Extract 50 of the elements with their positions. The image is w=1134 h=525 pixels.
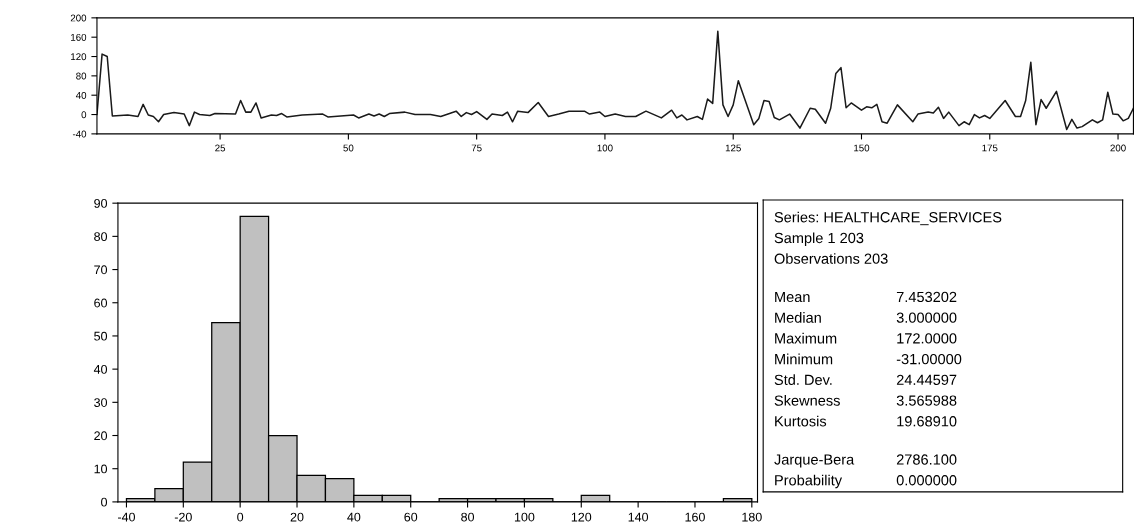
x-tick-label: 200: [1110, 144, 1126, 152]
x-tick-label: 125: [725, 144, 741, 152]
y-tick-label: 0: [81, 111, 87, 119]
y-tick-label: 10: [94, 464, 108, 474]
x-tick-label: 0: [237, 512, 244, 522]
x-tick-label: 25: [215, 144, 226, 152]
line-series: [96, 30, 1134, 131]
text: Maximum 172.0000: [775, 332, 957, 344]
text: Mean 7.453202: [775, 291, 957, 303]
text: Std. Dev. 24.44597: [774, 374, 957, 385]
x-tick-label: 60: [404, 512, 418, 522]
y-tick-label: 0: [101, 497, 108, 507]
text: Sample 1 203: [774, 232, 864, 247]
x-tick-label: 175: [982, 144, 998, 152]
y-tick-label: 80: [94, 232, 108, 242]
x-tick-label: 75: [471, 144, 482, 152]
x-tick-label: 120: [571, 512, 592, 522]
text: Jarque-Bera 2786.100: [774, 454, 957, 468]
x-tick-label: 20: [290, 512, 304, 522]
y-tick-label: 200: [70, 14, 87, 22]
y-tick-label: 70: [94, 265, 108, 275]
y-tick-label: 120: [71, 53, 87, 61]
text: Series: HEALTHCARE_SERVICES: [774, 211, 1002, 226]
text: Median 3.000000: [775, 312, 957, 323]
x-tick-label: 140: [628, 512, 649, 522]
y-tick-label: 50: [94, 331, 108, 341]
y-tick-label: 20: [94, 431, 108, 441]
y-tick-label: -40: [72, 130, 87, 138]
y-tick-label: 30: [94, 398, 108, 407]
x-tick-label: 100: [514, 512, 535, 522]
text: Minimum -31.00000: [775, 353, 962, 365]
x-tick-label: 180: [742, 512, 762, 522]
y-tick-label: 90: [94, 198, 108, 208]
y-tick-label: 60: [94, 298, 108, 308]
text: Observations 203: [774, 253, 888, 264]
x-tick-label: 150: [854, 144, 870, 152]
y-tick-label: 40: [93, 364, 108, 374]
x-tick-label: 160: [685, 512, 705, 522]
text: Kurtosis 19.68910: [775, 415, 957, 427]
text: Probability 0.000000: [775, 474, 957, 489]
x-tick-label: 50: [343, 144, 354, 152]
x-tick-label: 40: [347, 512, 361, 522]
y-tick-label: 160: [71, 33, 87, 41]
y-tick-label: 80: [76, 72, 87, 80]
x-tick-label: 100: [597, 144, 613, 152]
y-tick-label: 40: [75, 91, 87, 99]
text: Skewness 3.565988: [774, 395, 957, 406]
x-tick-label: -40: [117, 512, 136, 522]
x-tick-label: 80: [461, 512, 475, 522]
x-tick-label: -20: [174, 512, 192, 522]
